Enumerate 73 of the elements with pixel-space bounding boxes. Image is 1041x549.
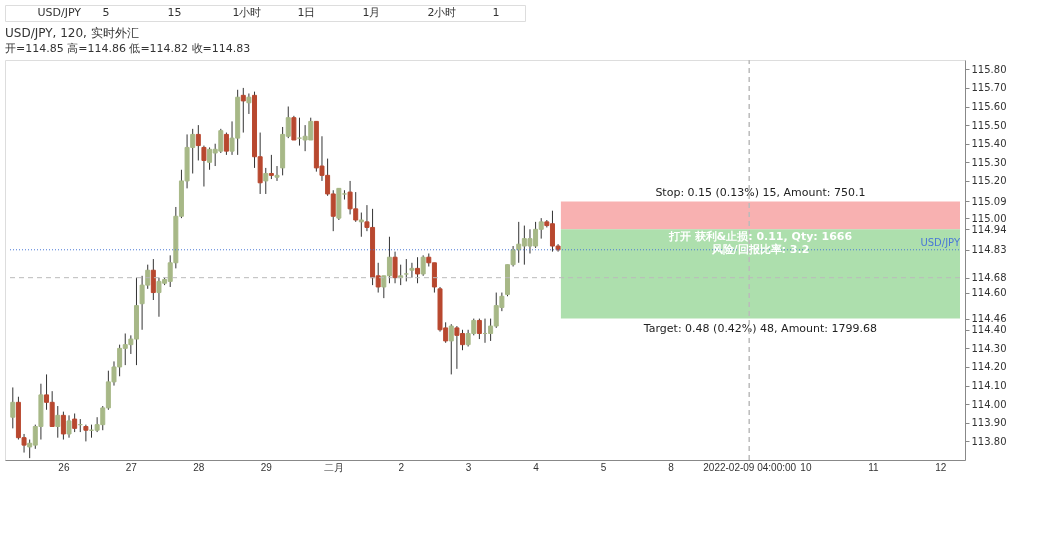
y-tick-label: 114.00 xyxy=(971,398,1007,410)
candlestick xyxy=(392,251,398,284)
y-tick-label: 115.20 xyxy=(971,175,1007,187)
candlestick xyxy=(409,262,415,279)
ref-line-label: USD/JPY xyxy=(920,236,961,248)
y-tick-label: 114.30 xyxy=(971,342,1007,354)
x-tick-label: 12 xyxy=(935,461,947,473)
x-tick-label: 28 xyxy=(193,461,205,473)
y-tick-label: 115.40 xyxy=(971,138,1007,150)
candlestick xyxy=(448,323,454,375)
x-tick-label: 29 xyxy=(260,461,273,473)
candlestick xyxy=(246,92,252,115)
candlestick xyxy=(66,414,72,439)
candlestick xyxy=(201,145,207,188)
y-tick-label: 115.70 xyxy=(971,82,1007,94)
band-label: Stop: 0.15 (0.13%) 15, Amount: 750.1 xyxy=(655,186,866,200)
y-tick-label: 114.40 xyxy=(971,324,1007,336)
y-tick-label: 115.80 xyxy=(971,63,1007,75)
y-tick-label: 114.94 xyxy=(971,223,1007,235)
chart-subtitle: 开=114.85 高=114.86 低=114.82 收=114.83 xyxy=(5,42,251,56)
candlestick xyxy=(223,132,229,156)
candlestick xyxy=(420,254,426,277)
candlestick xyxy=(263,167,269,195)
x-tick-label: 4 xyxy=(533,461,540,473)
y-tick-label: 115.60 xyxy=(971,101,1007,113)
x-tick-label: 10 xyxy=(800,461,812,473)
text: USD/JPY xyxy=(37,6,82,19)
candlestick xyxy=(195,124,201,161)
y-tick-label: 114.83 xyxy=(971,244,1007,256)
y-tick-label: 114.68 xyxy=(971,272,1007,284)
x-tick-label: 11 xyxy=(868,461,879,473)
candlestick xyxy=(10,386,16,429)
y-tick-label: 114.46 xyxy=(971,313,1007,325)
y-tick-label: 115.09 xyxy=(971,195,1007,207)
chart-title: USD/JPY, 120, 实时外汇 xyxy=(5,26,139,41)
y-tick-label: 114.60 xyxy=(971,287,1007,299)
candlestick xyxy=(476,318,482,340)
y-tick-label: 113.80 xyxy=(971,435,1007,447)
candlestick xyxy=(150,258,156,301)
y-tick-label: 114.10 xyxy=(971,380,1007,392)
candlestick xyxy=(268,154,274,180)
candlestick xyxy=(55,405,61,439)
x-tick-label: 2 xyxy=(398,461,405,473)
x-tick-label: 8 xyxy=(668,461,675,473)
y-tick-label: 115.30 xyxy=(971,156,1007,168)
candlestick xyxy=(291,115,297,141)
candlestick xyxy=(60,411,66,441)
annotation: 打开 获利&止损: 0.11, Qty: 1666 风险/回报比率: 3.2 xyxy=(667,230,853,257)
text: 1日 xyxy=(297,6,316,19)
x-tick-label: 26 xyxy=(58,461,70,473)
y-tick-label: 115.50 xyxy=(971,119,1007,131)
x-tick-label: 27 xyxy=(125,461,138,473)
candlestick xyxy=(240,87,246,134)
band-label: Target: 0.48 (0.42%) 48, Amount: 1799.68 xyxy=(642,321,878,335)
y-tick-label: 115.00 xyxy=(971,212,1007,224)
x-tick-label: 5 xyxy=(600,461,607,473)
y-tick-label: 113.90 xyxy=(971,417,1007,429)
text: 2小时 xyxy=(427,6,457,19)
text: 15 xyxy=(167,6,182,19)
candlestick xyxy=(415,256,421,284)
y-tick-label: 114.20 xyxy=(971,361,1007,373)
candlestick xyxy=(358,212,364,238)
text: 1月 xyxy=(362,6,381,19)
text: 5 xyxy=(102,6,110,19)
x-tick-label: 3 xyxy=(465,461,472,473)
text: 1小时 xyxy=(232,6,262,19)
candlestick xyxy=(72,412,78,433)
candlestick xyxy=(83,424,89,442)
x-tick-label: 二月 xyxy=(323,461,344,473)
text: 1 xyxy=(492,6,500,19)
candlestick xyxy=(274,165,280,182)
candlestick xyxy=(403,258,409,282)
x-tick-label: 2022-02-09 04:00:00 xyxy=(703,461,797,473)
